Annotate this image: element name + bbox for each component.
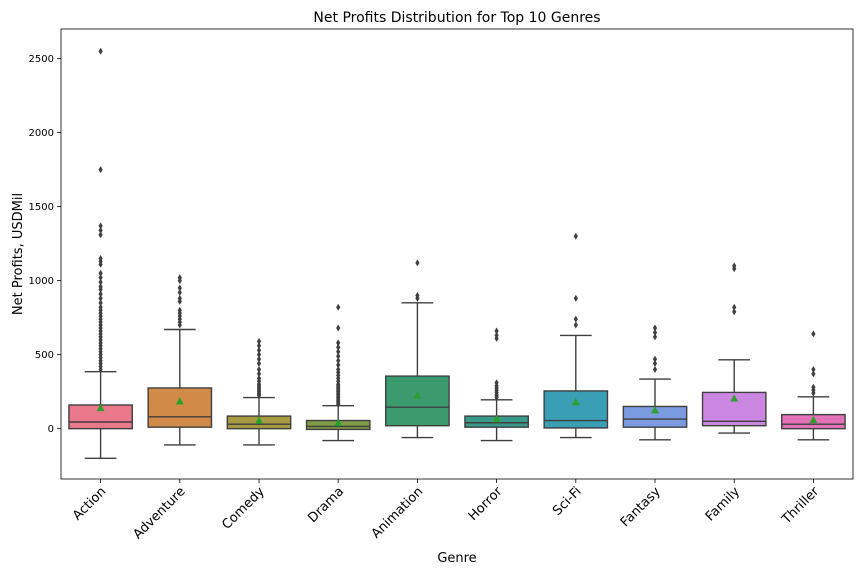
outlier-point [98, 294, 103, 302]
outlier-point [177, 277, 182, 285]
mean-marker [492, 415, 501, 423]
outlier-point [98, 299, 103, 307]
box-group-drama [305, 303, 371, 442]
outlier-point [652, 328, 658, 336]
outlier-point [98, 286, 103, 294]
outlier-point [336, 357, 341, 365]
mean-marker [413, 391, 422, 399]
y-tick-label: 500 [35, 350, 54, 361]
outlier-point [177, 297, 182, 305]
box [385, 375, 450, 427]
outlier-point [811, 330, 816, 338]
outlier-point [256, 337, 262, 345]
outlier-point [177, 284, 182, 292]
outlier-point [573, 315, 578, 323]
outlier-point [256, 342, 262, 350]
outlier-point [98, 290, 103, 298]
y-tick-label: 1500 [29, 202, 54, 213]
outlier-point [336, 343, 341, 351]
outlier-point [177, 321, 182, 329]
mean-marker [175, 397, 184, 405]
outlier-point [256, 391, 262, 399]
outlier-point [98, 231, 103, 239]
outlier-point [256, 346, 262, 354]
outlier-point [256, 365, 262, 373]
outlier-point [98, 278, 103, 286]
outlier-point [98, 274, 103, 282]
plot-frame [60, 28, 854, 480]
box-group-sci-fi [543, 232, 609, 439]
outlier-point [336, 400, 341, 408]
outlier-point [98, 47, 103, 55]
outlier-point [98, 269, 103, 277]
outlier-point [652, 324, 658, 332]
outlier-point [98, 222, 103, 230]
outlier-point [732, 265, 737, 273]
outlier-point [98, 260, 103, 268]
y-axis: 0 500 1000 1500 2000 2500 [29, 54, 61, 435]
outlier-point [652, 355, 658, 363]
outlier-point [336, 361, 341, 369]
outlier-point [652, 333, 658, 341]
outlier-point [98, 365, 103, 373]
outlier-point [415, 294, 420, 302]
outlier-point [336, 348, 341, 356]
box [147, 387, 213, 428]
outlier-point [573, 294, 578, 302]
chart-title: Net Profits Distribution for Top 10 Genr… [313, 10, 600, 26]
mean-marker [255, 416, 263, 424]
outlier-point [256, 360, 262, 368]
outlier-point [811, 370, 816, 378]
outlier-point [415, 259, 420, 267]
outlier-point [494, 334, 499, 342]
mean-marker [730, 394, 739, 402]
mean-marker [571, 398, 580, 406]
outlier-point [256, 370, 262, 378]
outlier-point [494, 327, 499, 335]
y-tick-label: 2500 [29, 54, 54, 65]
box-group-horror [464, 327, 529, 442]
outlier-point [573, 232, 578, 240]
box-group-fantasy [622, 324, 688, 441]
outlier-point [177, 288, 182, 296]
y-tick-label: 0 [48, 424, 54, 435]
outlier-point [652, 360, 658, 368]
outlier-point [336, 352, 341, 360]
box-group-animation [385, 259, 450, 439]
mean-marker [809, 415, 818, 423]
outlier-point [811, 365, 816, 373]
outlier-point [256, 351, 262, 359]
outlier-point [732, 308, 737, 316]
outlier-point [98, 166, 103, 174]
mean-marker [334, 418, 343, 426]
y-tick-label: 1000 [29, 276, 54, 287]
outlier-point [336, 303, 341, 311]
outlier-point [811, 389, 816, 397]
outlier-point [336, 339, 341, 347]
mean-marker [96, 403, 105, 412]
box-group-adventure [147, 274, 213, 446]
box-plots [68, 47, 846, 459]
outlier-point [256, 355, 262, 363]
outlier-point [732, 303, 737, 311]
outlier-point [652, 365, 658, 373]
outlier-point [336, 324, 341, 332]
outlier-point [494, 394, 499, 402]
y-tick-label: 2000 [29, 128, 54, 139]
box-group-family [701, 262, 767, 434]
box-group-comedy [226, 337, 292, 446]
outlier-point [98, 226, 103, 234]
box-group-thriller [781, 330, 846, 441]
y-axis-label: Net Profits, USDMil [11, 193, 26, 315]
x-axis-label: Genre [437, 551, 476, 566]
box-group-action [68, 47, 133, 459]
mean-marker [651, 406, 659, 414]
box [543, 390, 609, 429]
outlier-point [573, 321, 578, 329]
